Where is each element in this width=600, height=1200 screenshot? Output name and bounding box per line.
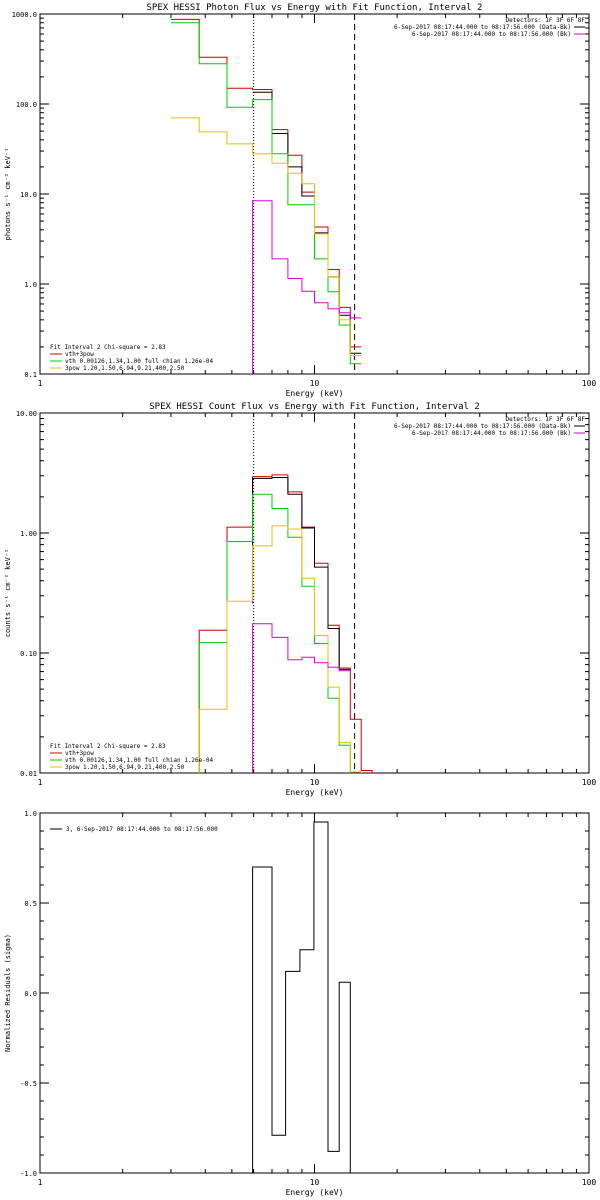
x-tick-label: 1	[38, 778, 43, 787]
y-tick-label: 10.0	[20, 191, 37, 199]
series-group	[252, 821, 351, 1173]
series-line-4	[171, 117, 362, 357]
legend-bottom-entry: Fit Interval 2 Chi-square = 2.83	[50, 344, 166, 351]
x-axis-label: Energy (keV)	[286, 1188, 344, 1197]
y-tick-label: 1000.0	[12, 11, 37, 19]
y-axis: 0.1 1.0 10.0 100.0 1000.0	[12, 11, 589, 379]
legend-top-entry: Detectors: 1F 3F 6F 8F	[506, 416, 586, 423]
series-line-3	[171, 22, 362, 365]
legend-bottom-entry: Fit Interval 2 Chi-square = 2.83	[50, 743, 166, 750]
legend-top-entry: 6-Sep-2017 08:17:44.000 to 08:17:56.000 …	[412, 430, 571, 437]
x-axis: 1 10 100	[38, 14, 597, 388]
x-tick-label: 10	[310, 379, 320, 388]
series-line-3	[198, 493, 351, 773]
y-tick-label: 100.0	[16, 101, 37, 109]
x-axis: 1 10 100	[38, 413, 597, 787]
x-tick-label: 10	[310, 1178, 320, 1187]
y-axis-label: photons s⁻¹ cm⁻² keV⁻¹	[4, 148, 12, 241]
x-tick-label: 1	[38, 379, 43, 388]
legend-topleft-entry: 3, 6-Sep-2017 08:17:44.000 to 08:17:56.0…	[66, 826, 218, 833]
legend-top-entry: Detectors: 1F 3F 6F 8F	[506, 17, 586, 24]
y-tick-label: -0.5	[20, 1080, 37, 1088]
x-tick-label: 100	[582, 778, 597, 787]
plot-frame	[39, 812, 590, 1174]
legend-bottom-entry: vth+3pow	[65, 750, 94, 757]
series-line-1	[252, 821, 351, 1173]
y-tick-label: 0.1	[24, 371, 37, 379]
series-line-5	[252, 623, 351, 773]
legend-top-entry: 6-Sep-2017 08:17:44.000 to 08:17:56.000 …	[394, 423, 571, 430]
chart-panel-1: SPEX HESSI Photon Flux vs Energy with Fi…	[4, 3, 596, 398]
series-line-2	[252, 477, 351, 670]
y-axis-label: Normalized Residuals (sigma)	[4, 934, 12, 1052]
y-axis: 0.01 0.10 1.00 10.00	[16, 410, 589, 778]
legend-bottom-entry: vth+3pow	[65, 351, 94, 358]
y-tick-label: 0.10	[20, 650, 37, 658]
y-tick-label: 0.5	[24, 900, 37, 908]
legend-bottom-entry: vth 0.00126,1.34,1.00 full chian 1.26e-0…	[65, 358, 213, 365]
y-tick-label: 1.0	[24, 281, 37, 289]
x-axis: 1 10 100	[38, 813, 597, 1187]
series-line-4	[198, 525, 362, 773]
series-line-1	[198, 474, 373, 773]
y-tick-label: -1.0	[20, 1170, 37, 1178]
y-tick-label: 0.01	[20, 770, 37, 778]
y-tick-label: 1.0	[24, 810, 37, 818]
legend-bottom-entry: 3pow 1.20,1.50,6.94,9.21,400,2.50	[65, 365, 185, 372]
x-tick-label: 100	[582, 1178, 597, 1187]
series-line-5	[252, 200, 362, 374]
chart-title: SPEX HESSI Count Flux vs Energy with Fit…	[149, 402, 480, 412]
y-tick-label: 10.00	[16, 410, 37, 418]
x-axis-label: Energy (keV)	[286, 788, 344, 797]
legend-bottom-entry: vth 0.00126,1.34,1.00 full chian 1.26e-0…	[65, 757, 213, 764]
series-group	[198, 474, 373, 773]
chart-panel-3: 1 10 100 Energy (keV) -1.0 -0.5 0.0 0.5 1.0 Norma…	[4, 810, 596, 1197]
y-axis-label: counts s⁻¹ cm⁻² keV⁻¹	[4, 549, 12, 638]
series-line-1	[171, 18, 362, 348]
x-tick-label: 10	[310, 778, 320, 787]
y-tick-label: 1.00	[20, 530, 37, 538]
legend-top-entry: 6-Sep-2017 08:17:44.000 to 08:17:56.000 …	[412, 31, 571, 38]
x-tick-label: 1	[38, 1178, 43, 1187]
chart-title: SPEX HESSI Photon Flux vs Energy with Fi…	[147, 3, 483, 13]
series-line-2	[252, 91, 362, 354]
legend-top-entry: 6-Sep-2017 08:17:44.000 to 08:17:56.000 …	[394, 24, 571, 31]
x-tick-label: 100	[582, 379, 597, 388]
legend-bottom-entry: 3pow 1.20,1.50,6.94,9.21,400,2.50	[65, 764, 185, 771]
x-axis-label: Energy (keV)	[286, 389, 344, 398]
chart-panel-2: SPEX HESSI Count Flux vs Energy with Fit…	[4, 402, 596, 797]
y-axis: -1.0 -0.5 0.0 0.5 1.0	[20, 810, 589, 1178]
y-tick-label: 0.0	[24, 990, 37, 998]
series-group	[171, 18, 362, 374]
